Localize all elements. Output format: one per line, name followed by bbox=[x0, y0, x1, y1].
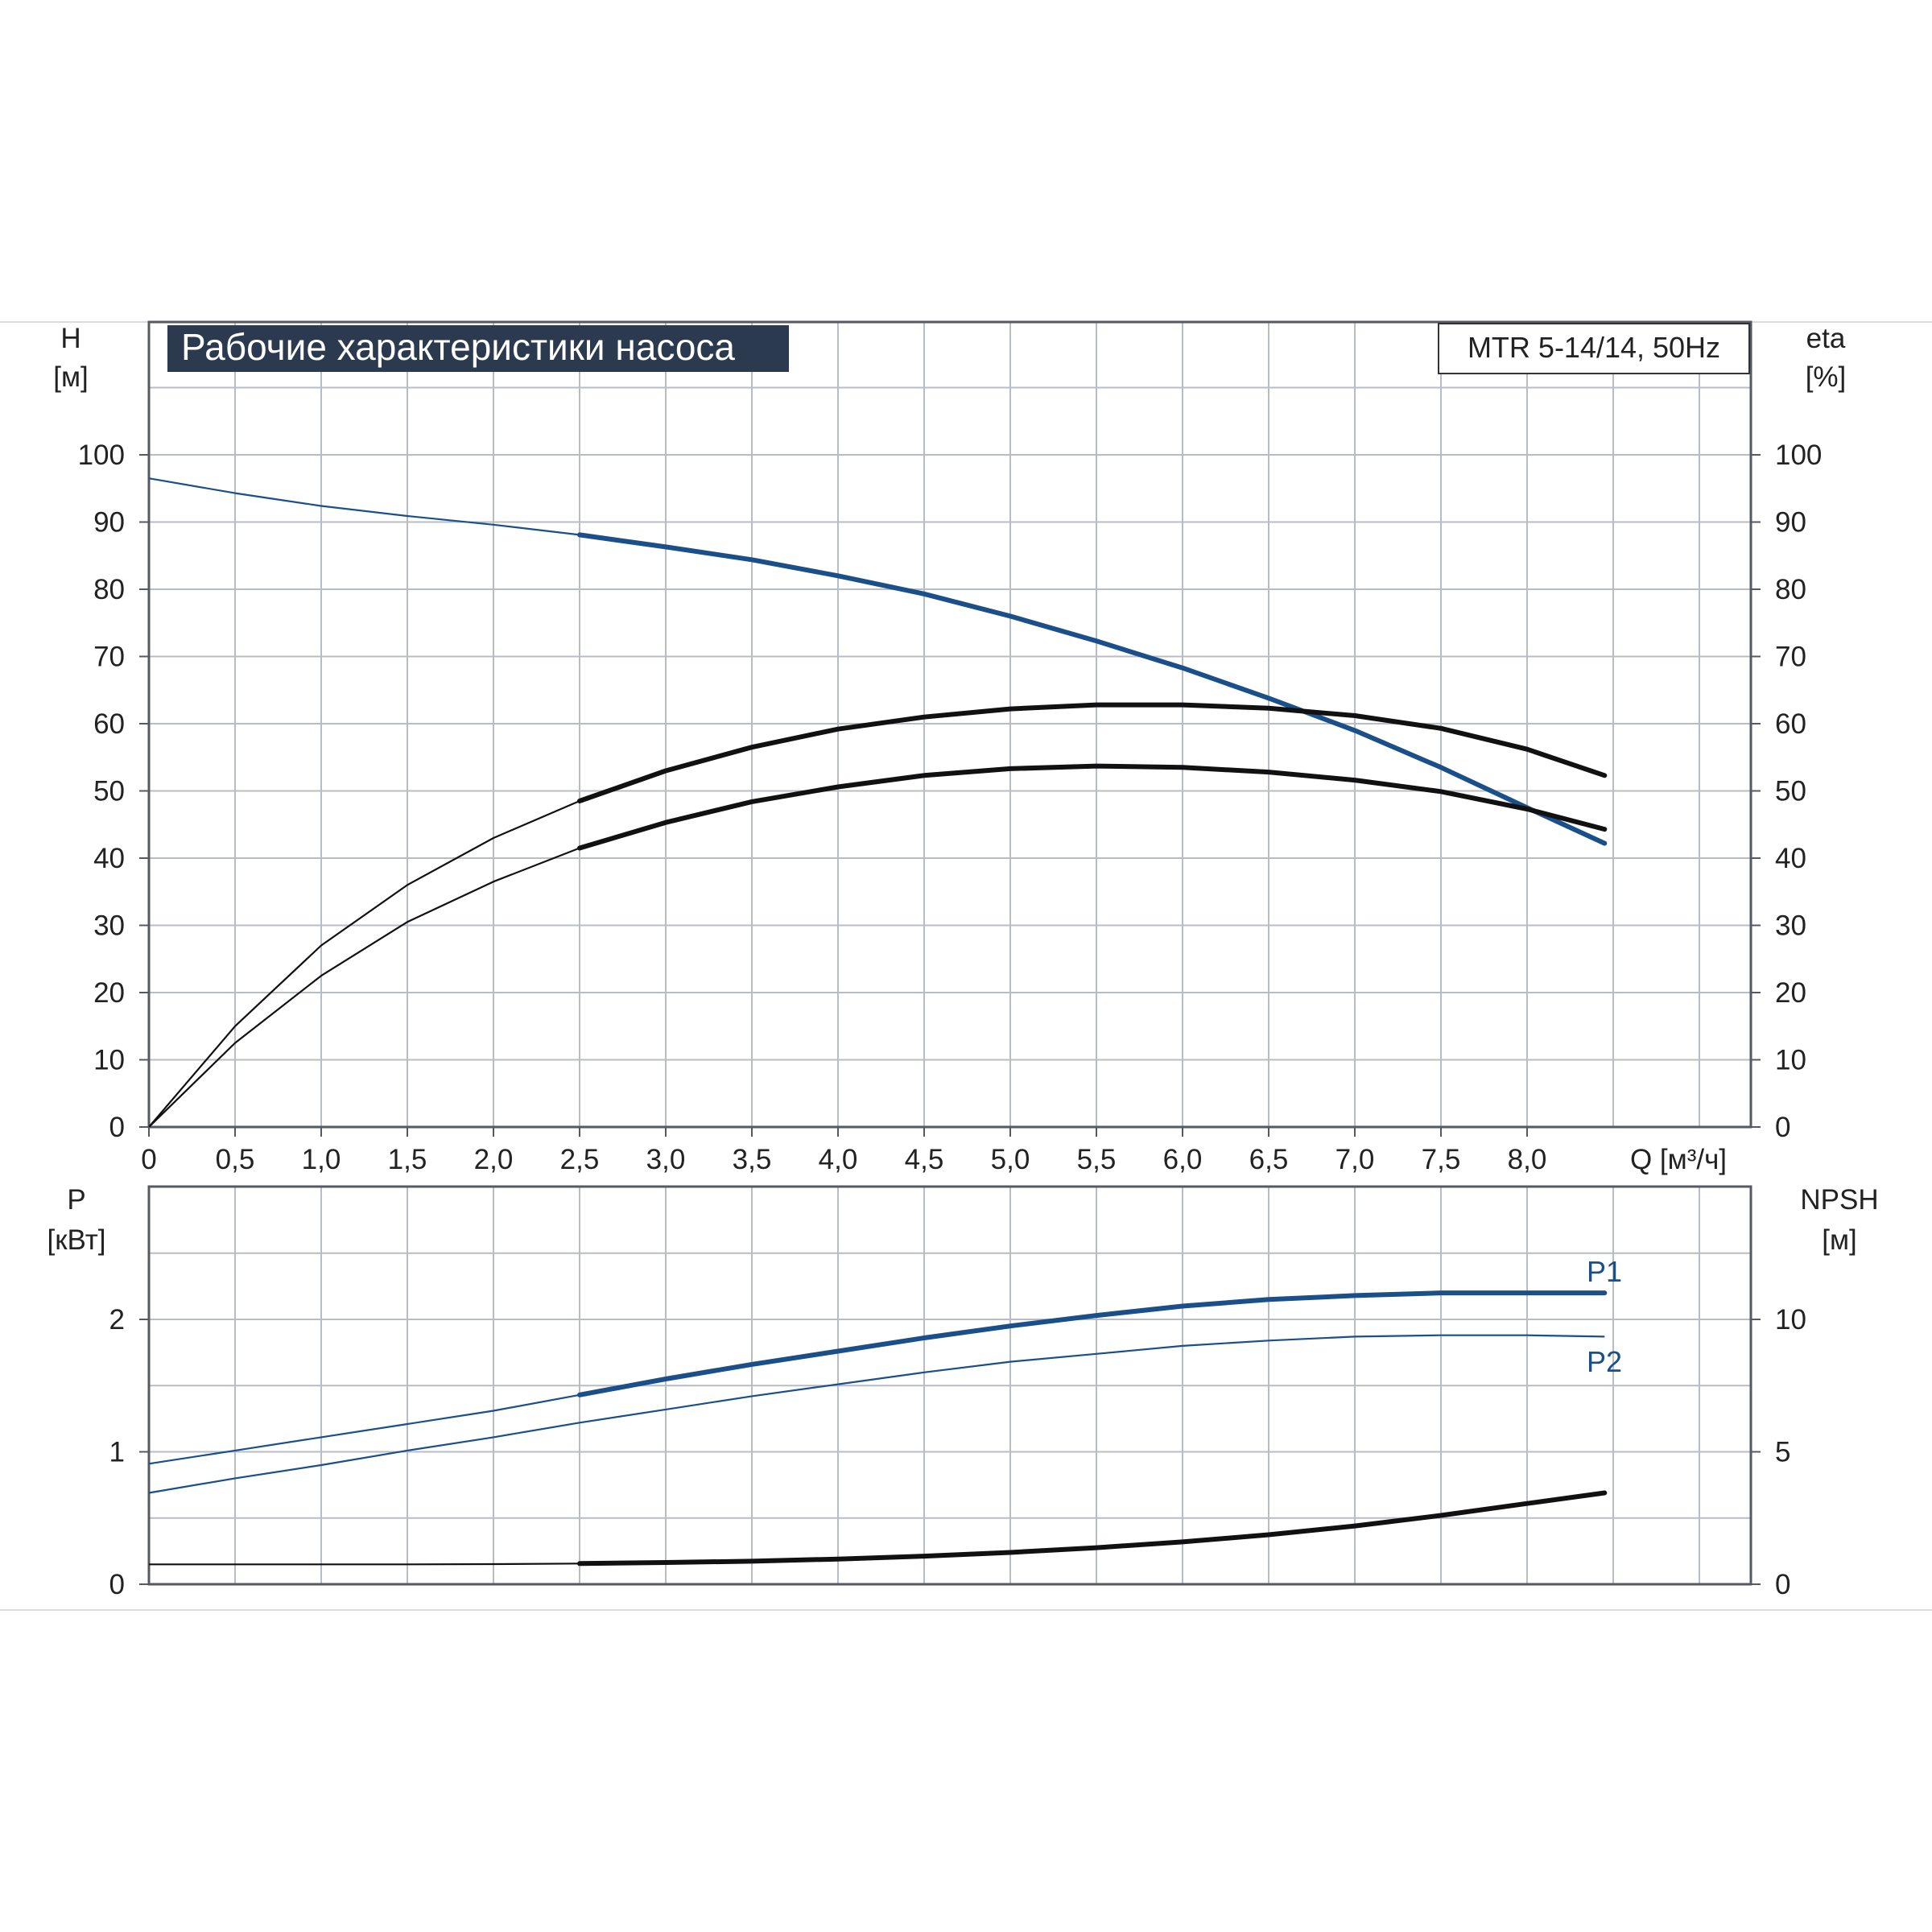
p-axis-unit: [кВт] bbox=[47, 1224, 106, 1256]
x-tick-label: 1,5 bbox=[388, 1144, 427, 1175]
x-tick-label: 5,5 bbox=[1077, 1144, 1117, 1175]
npsh-axis-label: NPSH bbox=[1800, 1184, 1878, 1216]
top-chart-curves bbox=[148, 477, 1608, 1128]
eta-tick-label: 40 bbox=[1775, 843, 1806, 874]
bottom-curve-3 bbox=[149, 1492, 1605, 1566]
x-tick-label: 5,0 bbox=[991, 1144, 1030, 1175]
model-box bbox=[1438, 323, 1750, 374]
eta-axis-unit: [%] bbox=[1806, 361, 1847, 393]
bottom-chart-curves bbox=[148, 1290, 1608, 1567]
npsh-tick-label: 0 bbox=[1775, 1569, 1790, 1600]
eta-tick-label: 60 bbox=[1775, 708, 1806, 740]
x-tick-label: 3,5 bbox=[733, 1144, 772, 1175]
model-label: MTR 5-14/14, 50Hz bbox=[1468, 331, 1720, 364]
h-tick-label: 40 bbox=[93, 843, 125, 874]
eta-tick-label: 100 bbox=[1775, 440, 1822, 471]
x-tick-label: 3,0 bbox=[646, 1144, 686, 1175]
bottom-curve-2 bbox=[148, 1334, 1605, 1494]
top-curve-3-operating-range bbox=[577, 763, 1608, 851]
x-tick-label: 6,0 bbox=[1163, 1144, 1203, 1175]
eta-tick-label: 30 bbox=[1775, 910, 1806, 942]
p-tick-label: 0 bbox=[109, 1569, 125, 1600]
x-tick-label: 1,0 bbox=[302, 1144, 341, 1175]
npsh-tick-label: 5 bbox=[1775, 1437, 1790, 1468]
eta-tick-label: 20 bbox=[1775, 977, 1806, 1009]
p-tick-label: 1 bbox=[109, 1437, 125, 1468]
x-tick-label: 4,5 bbox=[905, 1144, 944, 1175]
bottom-curve-3-operating-range bbox=[577, 1490, 1608, 1567]
x-tick-label: 2,5 bbox=[560, 1144, 600, 1175]
top-curve-3 bbox=[148, 765, 1605, 1128]
q-axis-label: Q [м³/ч] bbox=[1630, 1144, 1727, 1175]
bottom-curve-1-operating-range bbox=[577, 1290, 1608, 1397]
p-tick-label: 2 bbox=[109, 1304, 125, 1335]
h-tick-label: 60 bbox=[93, 708, 125, 740]
h-tick-label: 90 bbox=[93, 507, 125, 539]
npsh-tick-label: 10 bbox=[1775, 1304, 1806, 1335]
p1-curve-label: P1 bbox=[1587, 1255, 1622, 1288]
x-tick-label: 2,0 bbox=[474, 1144, 514, 1175]
p2-curve-label: P2 bbox=[1587, 1345, 1622, 1378]
x-tick-label: 0 bbox=[141, 1144, 156, 1175]
top-curve-1-operating-range bbox=[577, 532, 1608, 846]
title-box bbox=[167, 325, 789, 372]
eta-tick-label: 10 bbox=[1775, 1045, 1806, 1076]
top-curve-1 bbox=[148, 477, 1605, 844]
eta-axis-label: eta bbox=[1806, 323, 1846, 354]
top-curve-2 bbox=[148, 704, 1605, 1128]
h-axis-label: H bbox=[60, 323, 80, 354]
h-tick-label: 70 bbox=[93, 642, 125, 673]
bottom-chart-grid bbox=[149, 1187, 1751, 1584]
h-tick-label: 50 bbox=[93, 776, 125, 807]
h-tick-label: 0 bbox=[109, 1112, 125, 1143]
x-tick-label: 4,0 bbox=[819, 1144, 858, 1175]
npsh-axis-unit: [м] bbox=[1822, 1224, 1857, 1256]
eta-tick-label: 90 bbox=[1775, 507, 1806, 539]
x-tick-label: 0,5 bbox=[216, 1144, 255, 1175]
p-axis-label: P bbox=[67, 1184, 85, 1216]
h-axis-unit: [м] bbox=[53, 361, 89, 393]
h-tick-label: 80 bbox=[93, 574, 125, 605]
chart-title: Рабочие характеристики насоса bbox=[181, 326, 735, 368]
x-tick-label: 8,0 bbox=[1508, 1144, 1547, 1175]
bottom-chart-frame bbox=[147, 1185, 1752, 1586]
axis-ticks: 0 0,5 1,0 1,5 2,0 2,5 3,0 3,5 4,0 4,5 5,0 5,5 6,0 6,5… bbox=[78, 440, 1823, 1600]
top-chart-grid bbox=[149, 322, 1751, 1127]
x-tick-label: 6,5 bbox=[1249, 1144, 1289, 1175]
x-tick-label: 7,0 bbox=[1335, 1144, 1375, 1175]
x-tick-label: 7,5 bbox=[1422, 1144, 1461, 1175]
eta-tick-label: 70 bbox=[1775, 642, 1806, 673]
h-tick-label: 10 bbox=[93, 1045, 125, 1076]
h-tick-label: 20 bbox=[93, 977, 125, 1009]
h-tick-label: 30 bbox=[93, 910, 125, 942]
eta-tick-label: 80 bbox=[1775, 574, 1806, 605]
h-tick-label: 100 bbox=[78, 440, 125, 471]
eta-tick-label: 0 bbox=[1775, 1112, 1790, 1143]
top-curve-2-operating-range bbox=[577, 702, 1608, 803]
eta-tick-label: 50 bbox=[1775, 776, 1806, 807]
